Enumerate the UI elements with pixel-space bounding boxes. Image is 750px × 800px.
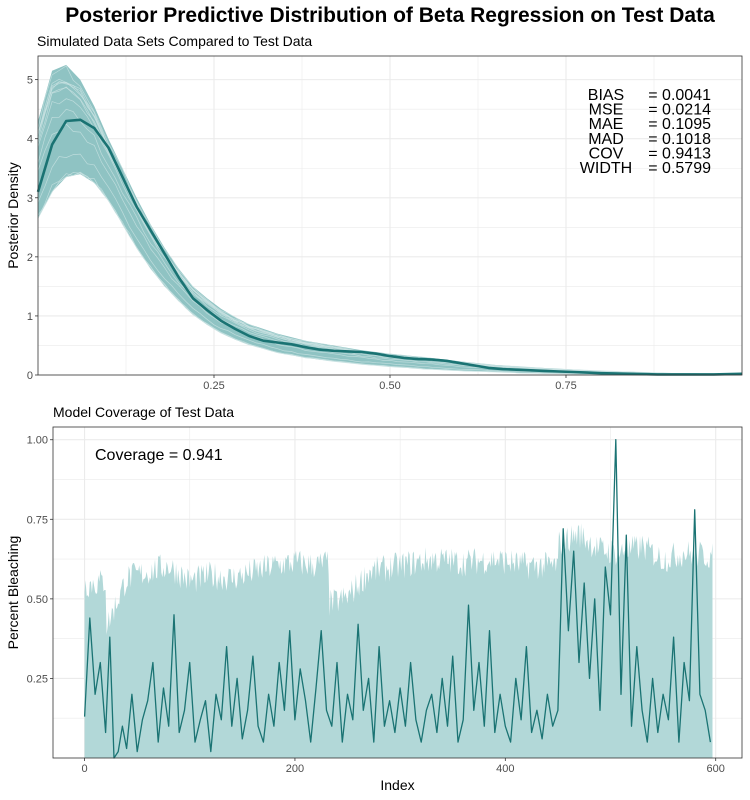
- metric-label: MAD: [588, 131, 624, 148]
- x-tick-label: 0.50: [379, 380, 400, 392]
- y-tick-label: 3: [27, 193, 33, 205]
- y-tick-label: 0: [27, 370, 33, 382]
- test-data-line: [83, 439, 712, 759]
- x-tick-label: 600: [707, 763, 725, 775]
- x-tick-label: 0.75: [555, 380, 576, 392]
- y-tick-label: 1: [27, 311, 33, 323]
- metric-label: MSE: [589, 102, 624, 119]
- observed-density-line: [36, 118, 743, 376]
- x-tick-label: 0: [81, 763, 87, 775]
- metric-value: = 0.5799: [648, 160, 711, 177]
- bottom-panel-border: [52, 426, 743, 759]
- coverage-annotation: Coverage = 0.941: [95, 447, 223, 464]
- y-tick-label: 0.25: [27, 673, 48, 685]
- y-tick-label: 4: [27, 134, 33, 146]
- x-tick-label: 200: [286, 763, 304, 775]
- metric-label: COV: [589, 145, 624, 162]
- prediction-interval-ribbon: [84, 523, 713, 758]
- chart-main-title: Posterior Predictive Distribution of Bet…: [65, 4, 715, 27]
- y-tick-label: 0.75: [27, 514, 48, 526]
- y-tick-label: 0.50: [27, 594, 48, 606]
- y-tick-label: 1.00: [27, 435, 48, 447]
- x-tick-label: 0.25: [203, 380, 224, 392]
- y-tick-label: 2: [27, 252, 33, 264]
- density-plot: 0.25 0.50 0.75 0 1 2 3 4 5 Posterior Density BIAS =…: [5, 55, 743, 392]
- metric-value: = 0.9413: [648, 145, 711, 162]
- error-metrics-annotation: BIAS = 0.0041 MSE = 0.0214 MAE = 0.1095 MAD = 0…: [580, 87, 711, 177]
- y-axis-title: Percent Bleaching: [5, 536, 21, 650]
- metric-label: BIAS: [588, 87, 624, 104]
- x-axis-title: Index: [380, 777, 414, 793]
- bottom-panel-title: Model Coverage of Test Data: [53, 404, 235, 420]
- metric-value: = 0.1018: [648, 131, 711, 148]
- top-panel-title: Simulated Data Sets Compared to Test Dat…: [37, 33, 313, 49]
- y-axis-title: Posterior Density: [5, 162, 21, 269]
- metric-value: = 0.0214: [648, 102, 711, 119]
- y-tick-label: 5: [27, 75, 33, 87]
- metric-value: = 0.1095: [648, 116, 711, 133]
- x-tick-label: 400: [496, 763, 514, 775]
- metric-value: = 0.0041: [648, 87, 711, 104]
- metric-label: WIDTH: [580, 160, 632, 177]
- metric-label: MAE: [589, 116, 624, 133]
